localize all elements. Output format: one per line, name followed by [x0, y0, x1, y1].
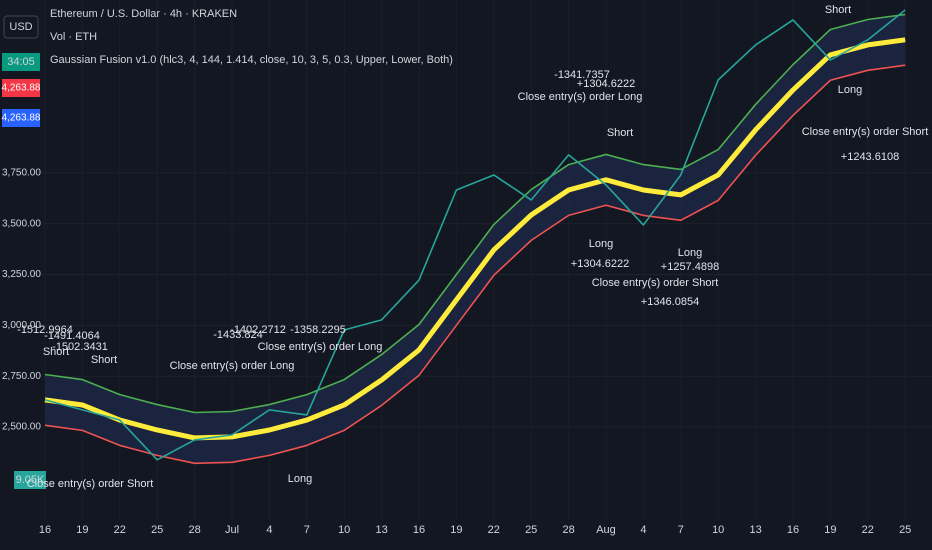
annotation: Close entry(s) order Long: [170, 360, 295, 372]
price-badge: [2, 109, 40, 127]
x-tick-label: 16: [787, 524, 799, 536]
band-fill: [45, 14, 906, 464]
y-tick-label: 3,500.00: [2, 218, 41, 229]
x-tick-label: 19: [450, 524, 462, 536]
series-line: [44, 9, 906, 461]
annotation: Long: [678, 247, 702, 259]
x-tick-label: 19: [824, 524, 836, 536]
annotation: +1304.6222: [577, 78, 635, 90]
annotation: -1341.7357: [554, 69, 610, 81]
x-tick-label: 22: [488, 524, 500, 536]
y-tick-label: 3,250.00: [2, 269, 41, 280]
x-tick-label: 25: [151, 524, 163, 536]
annotation: -1512.9964: [17, 324, 73, 336]
volume-label: Vol · ETH: [50, 31, 97, 43]
x-tick-label: 28: [562, 524, 574, 536]
series-line: [44, 64, 906, 465]
y-tick-label: 3,000.00: [2, 320, 41, 331]
x-tick-label: 10: [338, 524, 350, 536]
x-tick-label: 16: [413, 524, 425, 536]
x-tick-label: 22: [862, 524, 874, 536]
timer-badge: [2, 53, 40, 71]
x-tick-label: 10: [712, 524, 724, 536]
symbol: Ethereum / U.S. Dollar · 4h · KRAKEN: [50, 8, 237, 20]
x-tick-label: 28: [188, 524, 200, 536]
series-line: [44, 13, 906, 414]
annotation: Long: [589, 238, 613, 250]
annotation: -1491.4064: [44, 330, 100, 342]
annotation: +1243.6108: [841, 151, 899, 163]
volume: 9.05K: [16, 474, 45, 486]
annotation: Short: [825, 4, 851, 16]
annotation: Close entry(s) order Short: [27, 478, 154, 490]
x-tick-label: 13: [375, 524, 387, 536]
x-tick-label: 7: [678, 524, 684, 536]
y-tick-label: 3,750.00: [2, 168, 41, 179]
x-tick-label: 7: [304, 524, 310, 536]
x-tick-label: 13: [749, 524, 761, 536]
annotation: +1257.4898: [661, 261, 719, 273]
annotation: -1358.2295: [290, 324, 346, 336]
currency-box[interactable]: [3, 15, 39, 39]
annotation: +1346.0854: [641, 296, 699, 308]
indicator-label: Gaussian Fusion v1.0 (hlc3, 4, 144, 1.41…: [50, 54, 453, 66]
annotation: Short: [91, 354, 117, 366]
annotation: Long: [288, 473, 312, 485]
annotation: -1502.3431: [52, 341, 108, 353]
annotation: Close entry(s) order Long: [518, 91, 643, 103]
price: 4,263.88: [2, 113, 41, 124]
annotation: Short: [607, 127, 633, 139]
x-tick-label: 22: [114, 524, 126, 536]
y-tick-label: 2,750.00: [2, 371, 41, 382]
volume-badge: [14, 471, 46, 489]
x-tick-label: 4: [640, 524, 646, 536]
x-tick-label: Aug: [596, 524, 616, 536]
annotation: Close entry(s) order Short: [592, 277, 719, 289]
annotation: -1433.824: [213, 329, 263, 341]
annotation: -1402.2712: [230, 324, 286, 336]
timer: 34:05: [7, 56, 35, 68]
x-tick-label: 4: [266, 524, 272, 536]
x-tick-label: 25: [525, 524, 537, 536]
x-tick-label: 19: [76, 524, 88, 536]
x-tick-label: 25: [899, 524, 911, 536]
annotation: Short: [43, 346, 69, 358]
currency[interactable]: USD: [9, 21, 32, 33]
y-tick-label: 2,500.00: [2, 422, 41, 433]
x-tick-label: Jul: [225, 524, 239, 536]
series-line: [44, 37, 906, 441]
annotation: Close entry(s) order Short: [802, 126, 929, 138]
annotation: +1304.6222: [571, 258, 629, 270]
annotation: Close entry(s) order Long: [258, 341, 383, 353]
annotation: Long: [838, 84, 862, 96]
price-badge: [2, 79, 40, 97]
price: 4,263.88: [2, 83, 41, 94]
x-tick-label: 16: [39, 524, 51, 536]
